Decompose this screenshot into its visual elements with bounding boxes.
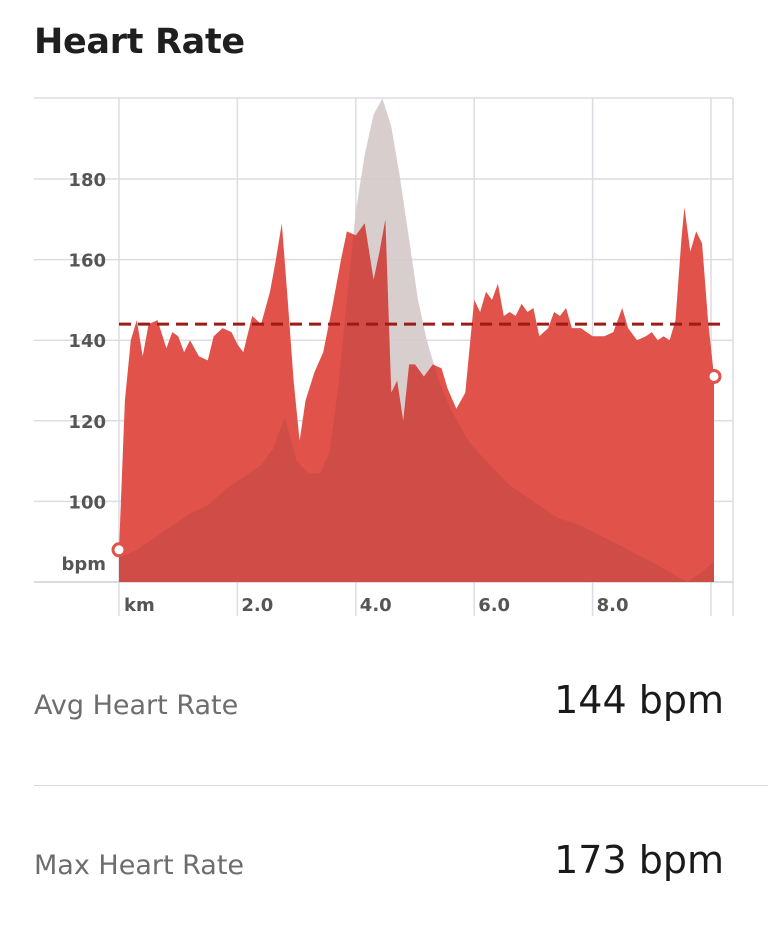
stat-avg-heart-rate: Avg Heart Rate 144 bpm [34,678,724,750]
avg-heart-rate-label: Avg Heart Rate [34,690,239,721]
stat-max-heart-rate: Max Heart Rate 173 bpm [34,838,724,910]
heart-rate-area [119,207,714,582]
x-tick-label-2: 6.0 [478,595,510,616]
y-tick-label-120: 120 [68,412,106,433]
max-heart-rate-label: Max Heart Rate [34,850,245,881]
x-axis-unit-label: km [124,595,155,616]
y-tick-label-180: 180 [68,170,106,191]
end-marker [706,368,722,384]
max-heart-rate-value: 173 bpm [554,838,724,882]
x-tick-label-3: 8.0 [597,595,629,616]
avg-heart-rate-value: 144 bpm [554,678,724,722]
y-tick-label-160: 160 [68,251,106,272]
y-tick-label-140: 140 [68,331,106,352]
y-axis-unit-label: bpm [61,554,106,575]
x-tick-label-1: 4.0 [360,595,392,616]
elevation-overlay [119,98,714,583]
start-marker [111,542,127,558]
x-tick-label-0: 2.0 [241,595,273,616]
page-title: Heart Rate [34,22,245,62]
y-tick-label-100: 100 [68,492,106,513]
stats-divider [34,785,768,786]
